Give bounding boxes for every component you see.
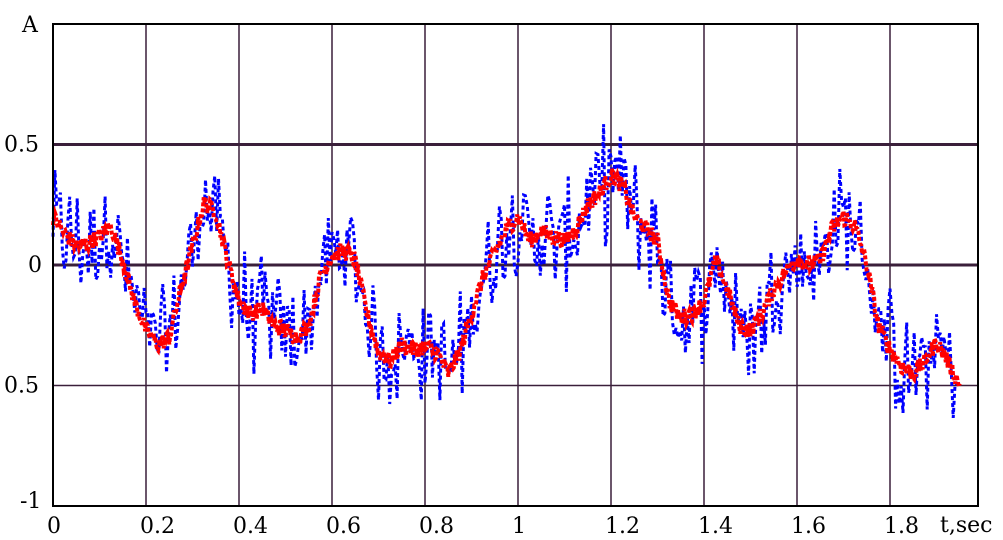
x-tick-label: 1.8 bbox=[884, 514, 919, 539]
noisy-series-line bbox=[51, 124, 961, 418]
x-tick-label: 0.8 bbox=[419, 514, 454, 539]
y-tick-label: 0.5 bbox=[4, 133, 39, 158]
x-tick-label: 1.2 bbox=[605, 514, 640, 539]
filtered-series-line bbox=[51, 167, 962, 394]
x-tick-label: 0 bbox=[47, 514, 61, 539]
x-tick-label: 0.4 bbox=[233, 514, 268, 539]
filtered-series bbox=[51, 167, 962, 394]
x-tick-label: 1.4 bbox=[698, 514, 733, 539]
x-tick-label: 0.2 bbox=[140, 514, 175, 539]
y-tick-label: 0 bbox=[28, 253, 42, 278]
y-tick-label: 0.5 bbox=[4, 374, 39, 399]
x-tick-label: 0.6 bbox=[326, 514, 361, 539]
x-axis-label: t,sec bbox=[940, 513, 992, 538]
plot-frame bbox=[52, 23, 979, 507]
x-tick-label: 1.6 bbox=[791, 514, 826, 539]
tick-labels: 0 0.2 0.4 0.6 0.8 1 1.2 1.4 1.6 1.8 0.5 0 0.5 -1 bbox=[4, 133, 919, 540]
y-axis-label: A bbox=[21, 13, 39, 38]
x-tick-label: 1 bbox=[512, 514, 526, 539]
y-tick-label: -1 bbox=[20, 489, 41, 514]
noisy-series bbox=[51, 124, 961, 418]
